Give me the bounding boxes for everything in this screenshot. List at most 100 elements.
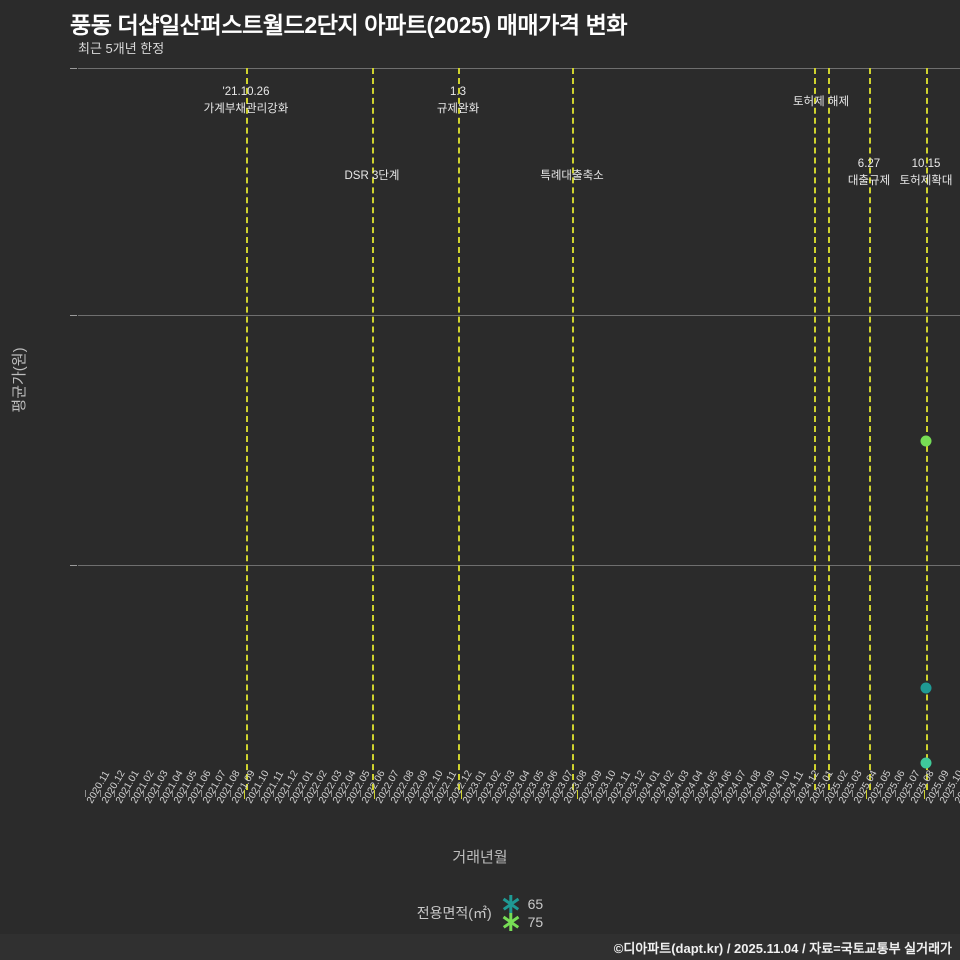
event-text: 특례대출축소 <box>540 170 604 182</box>
x-tick-mark <box>388 790 390 797</box>
x-tick-mark <box>866 790 868 799</box>
x-tick-mark <box>591 790 593 797</box>
x-tick-mark <box>302 790 304 797</box>
x-tick-mark <box>461 790 463 799</box>
x-tick-mark <box>692 790 694 797</box>
event-text: 토허제확대 <box>899 175 953 187</box>
event-marker-line <box>926 68 928 790</box>
x-tick-mark <box>331 790 333 797</box>
gridline <box>78 68 960 69</box>
footer-credit: ©디아파트(dapt.kr) / 2025.11.04 / 자료=국토교통부 실… <box>0 934 960 960</box>
event-marker-line <box>246 68 248 790</box>
event-text: DSR 3단계 <box>344 170 400 182</box>
gridline <box>78 565 960 566</box>
x-tick-mark <box>533 790 535 797</box>
x-tick-mark <box>215 790 217 797</box>
event-text: 규제완화 <box>436 103 480 115</box>
x-tick-mark <box>851 790 853 797</box>
event-annotation-label: 토허제 해제 <box>793 94 849 111</box>
legend-item[interactable]: 65 <box>502 895 544 913</box>
event-marker-line <box>458 68 460 790</box>
page-title: 풍동 더샵일산퍼스트월드2단지 아파트(2025) 매매가격 변화 <box>70 12 628 38</box>
event-date: 10.15 <box>911 158 941 170</box>
event-date: 6.27 <box>857 158 881 170</box>
x-tick-mark <box>837 790 839 797</box>
chart-subtitle: 최근 5개년 한정 <box>78 41 165 56</box>
x-tick-mark <box>620 790 622 797</box>
legend-title: 전용면적(㎡) <box>416 905 492 921</box>
event-annotation-label: 특례대출축소 <box>540 168 603 185</box>
x-tick-mark <box>417 790 419 797</box>
x-tick-mark <box>128 790 130 797</box>
x-tick-mark <box>605 790 607 797</box>
x-tick-mark <box>649 790 651 797</box>
event-annotation-label: '21.10.26 가계부채관리강화 <box>204 84 289 118</box>
x-tick-mark <box>475 790 477 797</box>
x-tick-mark <box>171 790 173 797</box>
x-tick-mark <box>403 790 405 797</box>
legend-entries: 65 75 <box>502 895 544 931</box>
x-tick-mark <box>432 790 434 797</box>
x-tick-mark <box>678 790 680 797</box>
y-tick-mark <box>70 68 77 69</box>
x-tick-mark <box>186 790 188 797</box>
x-tick-mark <box>229 790 231 797</box>
x-tick-mark <box>547 790 549 797</box>
x-tick-mark <box>634 790 636 797</box>
x-tick-mark <box>316 790 318 797</box>
x-tick-mark <box>374 790 376 799</box>
x-tick-mark <box>909 790 911 797</box>
x-tick-mark <box>244 790 246 799</box>
x-tick-mark <box>143 790 145 797</box>
x-tick-mark <box>764 790 766 797</box>
x-tick-mark <box>345 790 347 797</box>
x-tick-mark <box>923 790 925 799</box>
x-tick-mark <box>287 790 289 797</box>
x-tick-mark <box>822 790 824 797</box>
x-tick-mark <box>750 790 752 797</box>
x-tick-mark <box>663 790 665 797</box>
legend-marker-icon <box>502 913 520 931</box>
x-tick-mark <box>938 790 940 797</box>
x-tick-mark <box>562 790 564 797</box>
x-tick-mark <box>490 790 492 797</box>
data-point[interactable] <box>920 757 932 769</box>
x-tick-mark <box>808 790 810 797</box>
x-tick-mark <box>793 790 795 797</box>
event-text: 가계부채관리강화 <box>203 103 289 115</box>
x-tick-mark <box>157 790 159 797</box>
y-tick-mark <box>70 315 77 316</box>
x-tick-mark <box>519 790 520 797</box>
x-tick-mark <box>200 790 202 797</box>
event-marker-line <box>572 68 574 790</box>
event-annotation-label: 6.27 대출규제 <box>848 156 890 190</box>
legend-label: 65 <box>527 896 544 912</box>
x-tick-mark <box>735 790 737 797</box>
x-tick-mark <box>359 790 361 797</box>
x-tick-mark <box>721 790 723 797</box>
x-tick-mark <box>576 790 578 799</box>
legend: 전용면적(㎡) 65 75 <box>0 895 960 931</box>
x-tick-mark <box>880 790 882 797</box>
event-marker-line <box>372 68 374 790</box>
x-tick-mark <box>446 790 448 797</box>
data-point[interactable] <box>920 435 932 447</box>
data-point[interactable] <box>920 682 932 694</box>
legend-item[interactable]: 75 <box>502 913 543 931</box>
x-tick-mark <box>779 790 781 797</box>
gridline <box>78 315 960 316</box>
x-axis: 2020.11 2020.12 2021.01 2021.02 2021.03 2021.… <box>78 769 960 850</box>
x-tick-mark <box>114 790 116 797</box>
event-marker-line <box>814 68 816 790</box>
event-annotation-label: 1.3 규제완화 <box>437 84 479 118</box>
event-text: 토허제 해제 <box>792 96 850 108</box>
x-tick-mark <box>258 790 260 797</box>
y-tick-mark <box>70 565 77 566</box>
y-axis-title: 평균가(원) <box>11 347 28 413</box>
legend-marker-icon <box>502 895 520 913</box>
event-marker-line <box>828 68 830 790</box>
x-tick-mark <box>952 790 954 797</box>
event-text: 대출규제 <box>847 175 891 187</box>
